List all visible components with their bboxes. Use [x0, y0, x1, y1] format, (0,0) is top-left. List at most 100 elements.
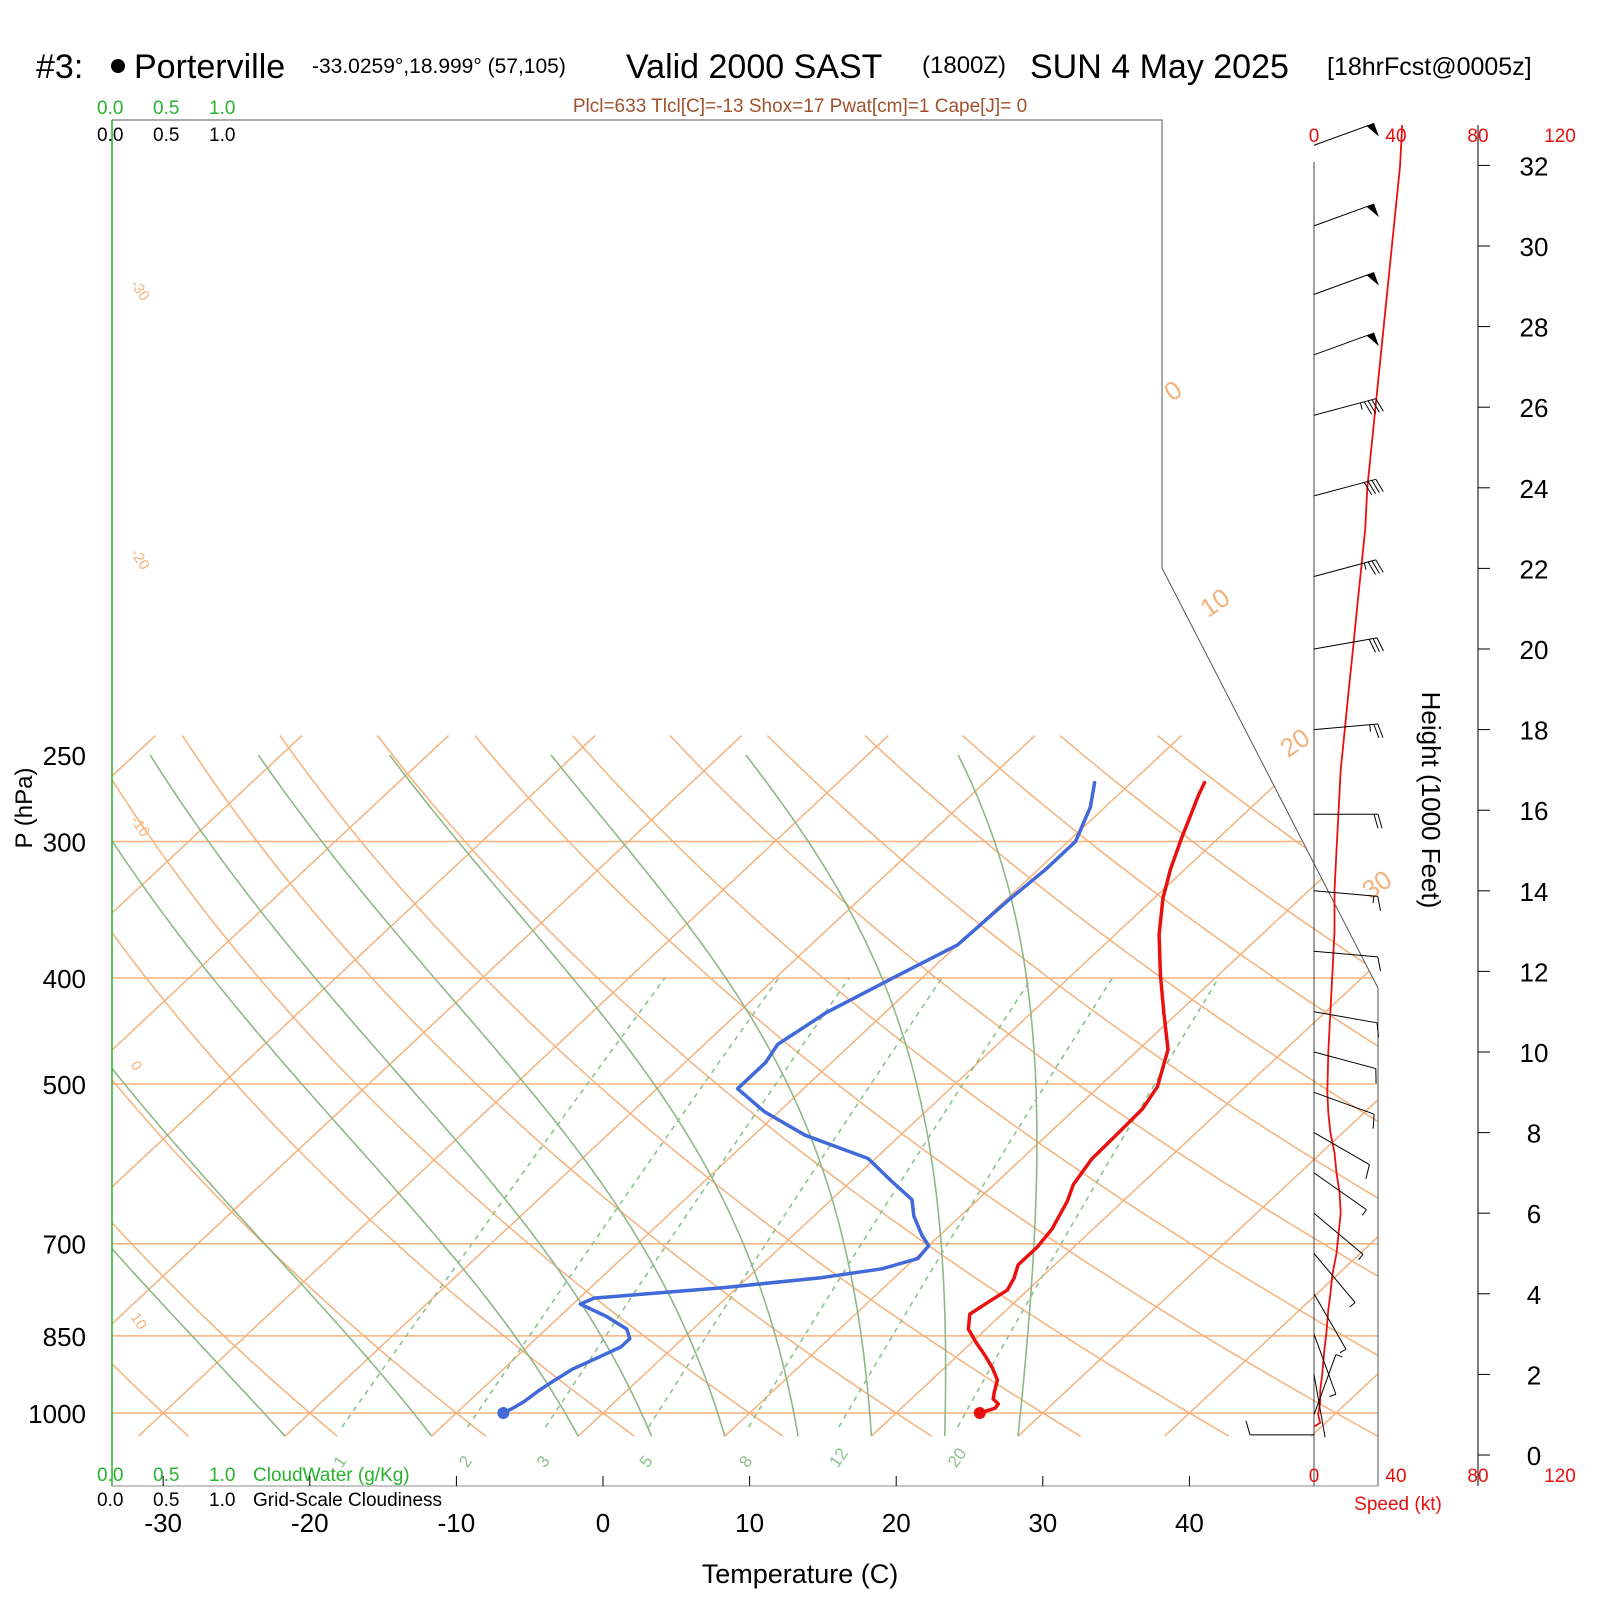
mixing-ratio-label: 2: [455, 1452, 476, 1471]
dry-adiabats: [112, 734, 1600, 1437]
wind-barb-feather: [1363, 482, 1373, 496]
dry-adiabat-line: [766, 735, 1378, 1437]
height-tick-label: 16: [1520, 796, 1549, 826]
wind-barb-shaft: [1313, 1212, 1364, 1255]
wind-barb: [1313, 890, 1382, 911]
wind-barb-shaft: [1313, 1253, 1356, 1303]
wind-speed-tick-label: 0: [1309, 1466, 1320, 1487]
height-tick-label: 12: [1520, 957, 1549, 987]
wind-barb-shaft: [1313, 723, 1378, 731]
isotherm-line: [1164, 735, 1378, 1437]
height-tick-label: 32: [1520, 151, 1549, 181]
wind-barb: [1313, 203, 1379, 227]
temperature-profile: [966, 780, 1207, 1415]
wind-barb-shaft: [1313, 1354, 1337, 1415]
moist-adiabat-line: [257, 754, 726, 1437]
wind-barb-shaft: [1313, 1011, 1378, 1024]
isotherm-line: [112, 735, 450, 1437]
wind-barb-feather: [1375, 398, 1384, 412]
wind-speed-tick-label: 120: [1544, 1466, 1576, 1487]
x-tick-label: -30: [144, 1508, 182, 1538]
wind-barb-feather: [1377, 896, 1382, 911]
isotherm-line: [284, 735, 1036, 1437]
wind-barb: [1313, 1132, 1370, 1179]
wind-barb: [1313, 950, 1382, 972]
wind-barb: [1313, 1212, 1364, 1261]
moist-adiabats: [112, 754, 1038, 1437]
wind-barb-feather: [1375, 479, 1384, 493]
wind-barb-shaft: [1313, 1374, 1326, 1438]
x-tick-label: 0: [596, 1508, 610, 1538]
pressure-tick-label: 400: [43, 964, 86, 994]
dry-adiabat-line: [112, 735, 189, 1437]
isotherms: [112, 735, 1378, 1437]
dry-adiabat-line: [181, 735, 933, 1437]
cloudiness-label: Grid-Scale Cloudiness: [253, 1490, 442, 1511]
wind-barb: [1313, 272, 1379, 295]
mixing-ratio-label: 3: [533, 1452, 554, 1471]
isotherm-line: [431, 735, 1183, 1437]
x-tick-label: 20: [882, 1508, 911, 1538]
wind-barb: [1313, 1354, 1343, 1415]
dry-adiabat-line: [864, 735, 1378, 1437]
wind-barb-feather: [1373, 814, 1379, 829]
wind-speed-axis-title: Speed (kt): [1354, 1494, 1442, 1515]
wind-barb-feather: [1372, 638, 1380, 652]
wind-barb-feather: [1371, 560, 1380, 574]
dry-adiabat-line: [571, 735, 1378, 1437]
dry-adiabat-line: [962, 735, 1378, 1437]
wind-barb-flag: [1366, 203, 1379, 218]
pressure-tick-label: 1000: [28, 1399, 86, 1429]
wind-barb: [1313, 1293, 1347, 1354]
wind-barb-half-feather: [1372, 895, 1375, 904]
moist-adiabat-line: [957, 754, 1038, 1437]
wind-barb-flag: [1366, 272, 1379, 286]
wind-speed-tick-label: 0: [1309, 126, 1320, 147]
wind-barb: [1313, 559, 1384, 577]
wind-barb-shaft: [1313, 478, 1376, 497]
forecast-info: [18hrFcst@0005z]: [1327, 53, 1532, 81]
wind-barb: [1313, 637, 1384, 653]
pressure-tick-label: 250: [43, 741, 86, 771]
wind-barb-feather: [1365, 1164, 1370, 1179]
pressure-tick-label: 850: [43, 1322, 86, 1352]
wind-barb-half-feather: [1359, 402, 1363, 410]
moist-adiabat-line: [112, 754, 433, 1437]
wind-barb-flag: [1366, 332, 1379, 347]
mixing-ratio-label: 20: [944, 1445, 970, 1471]
wind-barb-feather: [1367, 481, 1377, 495]
wind-barb-half-feather: [1369, 724, 1371, 732]
dry-adiabat-line: [112, 735, 338, 1437]
station-dot-icon: [111, 59, 125, 73]
isotherm-label: 30: [1356, 864, 1397, 905]
moist-adiabat-line: [550, 754, 873, 1437]
wind-barb: [1313, 723, 1384, 739]
wind-barb-half-feather: [1339, 1348, 1347, 1354]
moist-adiabat-line: [149, 754, 653, 1437]
x-axis-title: Temperature (C): [702, 1559, 899, 1589]
wind-barb-shaft: [1313, 398, 1376, 416]
height-tick-label: 24: [1520, 474, 1549, 504]
mixing-ratio-line: [341, 977, 666, 1428]
isotherm-line: [724, 735, 1378, 1437]
dry-adiabat-line: [279, 735, 1081, 1437]
dry-adiabat-line: [112, 735, 487, 1437]
isotherm-line: [112, 735, 303, 1437]
stability-indices: Plcl=633 Tlcl[C]=-13 Shox=17 Pwat[cm]=1 …: [573, 96, 1027, 117]
wind-barb: [1313, 1333, 1337, 1398]
wind-barb-shaft: [1313, 272, 1375, 295]
wind-barb-feather: [1367, 561, 1377, 575]
wind-barb-shaft: [1313, 1051, 1376, 1070]
cloud-scale-top: 0.0 0.5 1.0 0.0 0.5 1.0: [97, 98, 235, 146]
dry-adiabat-line: [1059, 735, 1378, 1437]
height-axis-title: Height (1000 Feet): [1416, 692, 1446, 909]
cloudwater-scale-2: 1.0: [209, 1465, 235, 1486]
dry-adiabat-line: [1548, 736, 1600, 1437]
cloudwater-scale-0: 0.0: [97, 1465, 123, 1486]
mixing-ratio-lines: [341, 977, 1220, 1428]
wind-barb: [1313, 332, 1379, 356]
wind-barb: [1313, 122, 1379, 146]
wind-barb-half-feather: [1349, 1302, 1356, 1308]
dry-adiabat-line: [112, 735, 635, 1437]
